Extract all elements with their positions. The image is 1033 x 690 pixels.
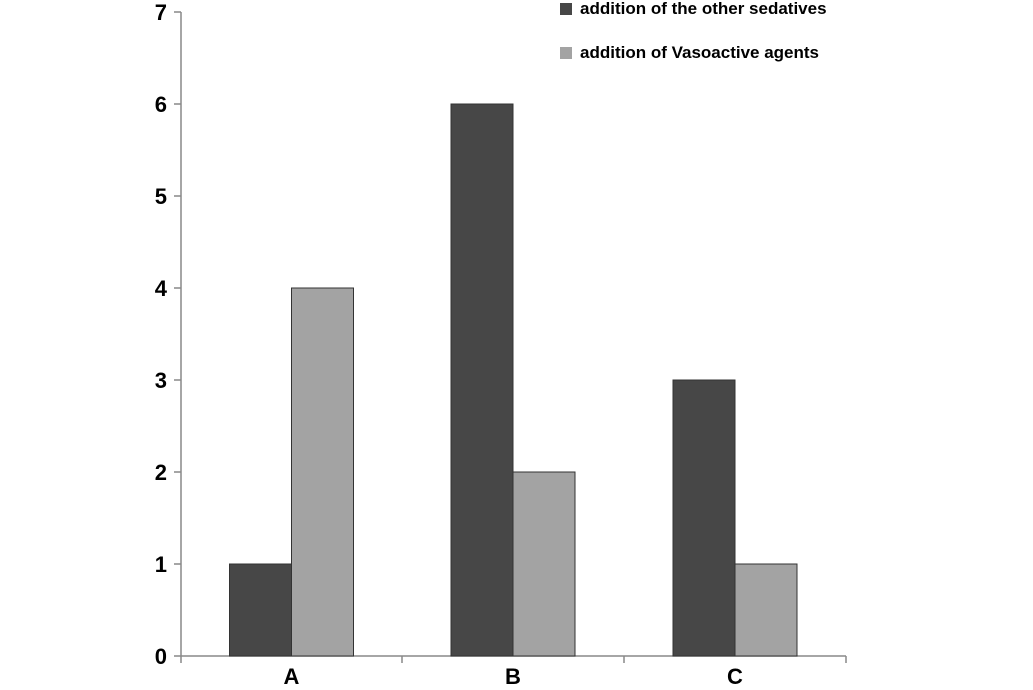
bar-b-series-2: [512, 471, 576, 657]
bar-a-series-2: [291, 287, 354, 657]
y-tick-label: 1: [155, 552, 167, 577]
legend-swatch-1: [560, 3, 572, 15]
y-tick-label: 7: [155, 0, 167, 25]
x-tick-label: C: [727, 664, 743, 689]
x-axis: A B C: [180, 655, 847, 689]
y-tick-label: 3: [155, 368, 167, 393]
y-tick-label: 0: [155, 644, 167, 669]
legend-label-2: addition of Vasoactive agents: [580, 43, 819, 62]
y-tick-label: 5: [155, 184, 167, 209]
bar-c-series-2: [734, 563, 798, 657]
bar-c-series-1: [672, 379, 736, 657]
bar-a-series-1: [229, 563, 292, 657]
y-tick-label: 2: [155, 460, 167, 485]
y-tick-label: 6: [155, 92, 167, 117]
legend-swatch-2: [560, 47, 572, 59]
legend-label-1: addition of the other sedatives: [580, 0, 827, 18]
bar-b-series-1: [450, 103, 514, 657]
y-axis: 0 1 2 3 4 5 6 7: [155, 0, 182, 669]
x-tick-label: B: [505, 664, 521, 689]
y-tick-label: 4: [155, 276, 168, 301]
bars: [229, 103, 798, 657]
x-tick-label: A: [284, 664, 300, 689]
legend: addition of the other sedatives addition …: [560, 0, 827, 62]
